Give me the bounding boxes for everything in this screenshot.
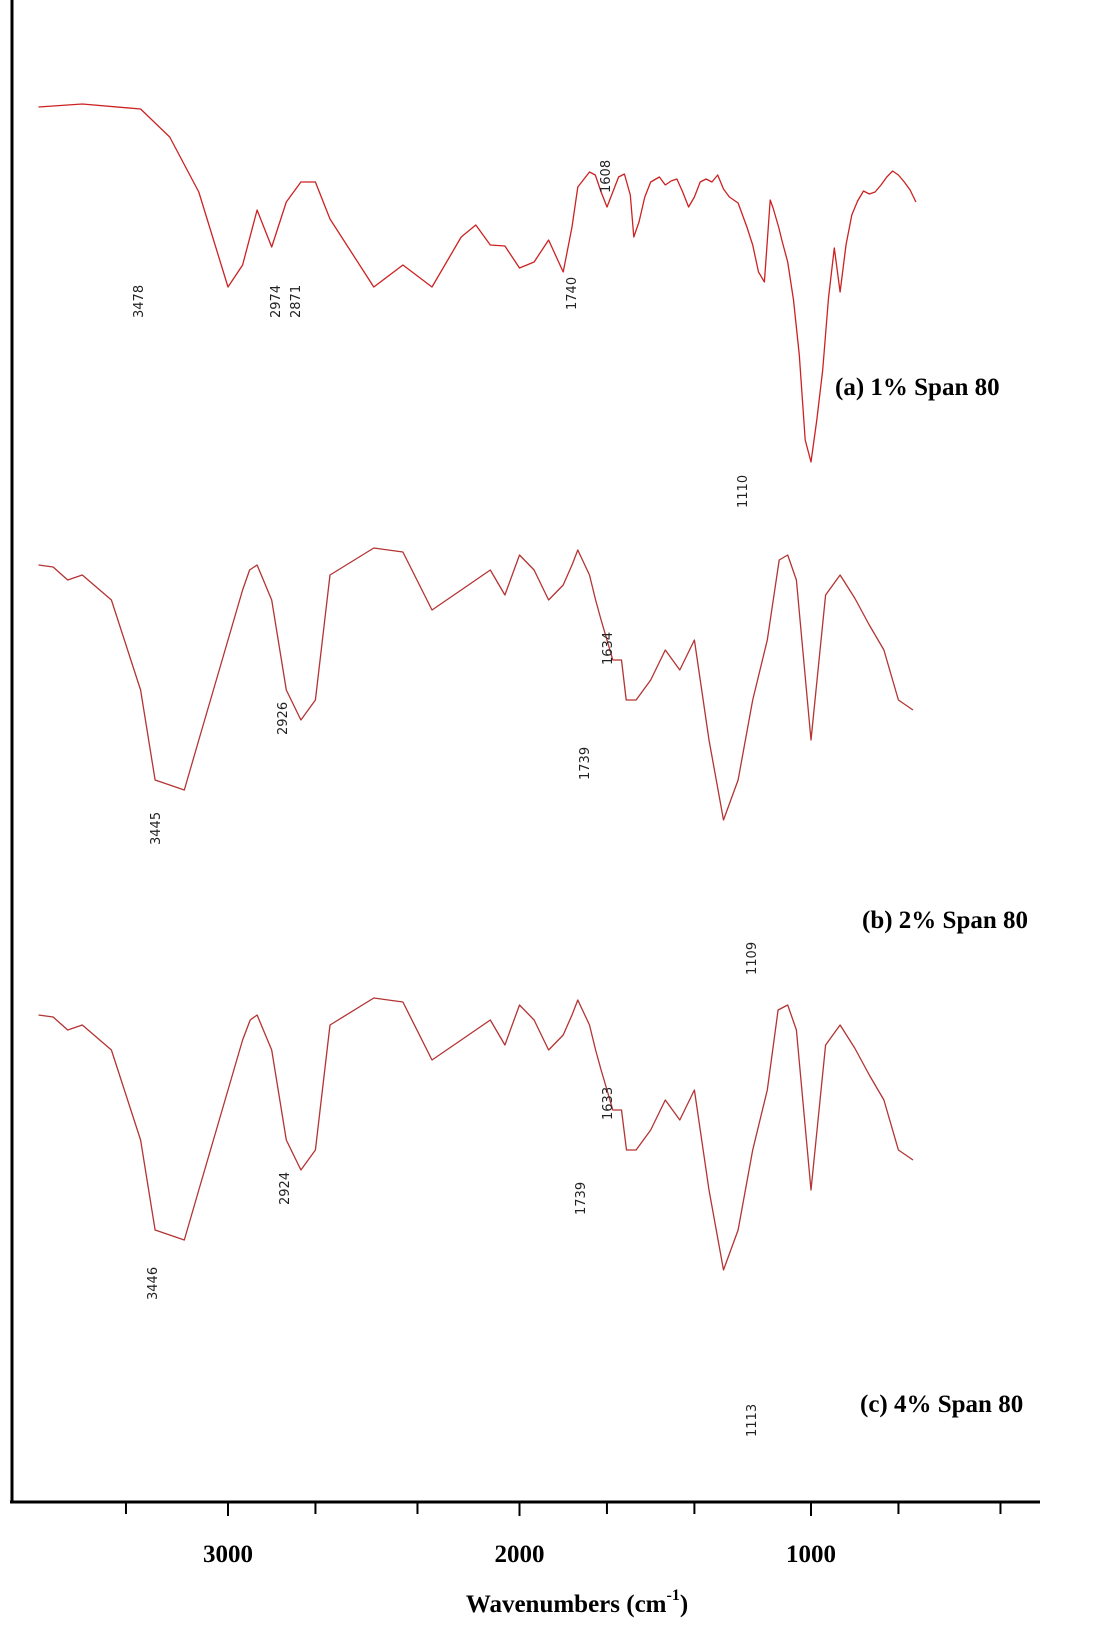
spectrum-title-a: (a) 1% Span 80: [835, 374, 1000, 401]
peak-label-a-1740: 1740: [565, 277, 580, 310]
x-axis-unit-exp: -1: [667, 1587, 680, 1604]
peak-label-b-2926: 2926: [276, 702, 291, 735]
peak-label-b-1109: 1109: [745, 942, 760, 975]
spectrum-title-c: (c) 4% Span 80: [860, 1391, 1023, 1418]
peak-label-a-2974: 2974: [269, 285, 284, 318]
x-axis-unit-close: ): [680, 1591, 688, 1618]
peak-label-a-1110: 1110: [736, 475, 751, 508]
peak-label-a-2871: 2871: [289, 285, 304, 318]
tick-label-2000: 2000: [495, 1541, 545, 1568]
peak-label-b-1634: 1634: [601, 632, 616, 665]
peak-labels-group: 3478 2974 2871 1740 1608 1110 3445 2926 1739 1634…: [132, 160, 760, 1437]
peak-label-c-1113: 1113: [745, 1404, 760, 1437]
peak-label-c-2924: 2924: [278, 1172, 293, 1205]
spectrum-titles-group: (a) 1% Span 80 (b) 2% Span 80 (c) 4% Span …: [835, 374, 1028, 1418]
spectrum-line-a: [38, 103, 917, 463]
x-axis-label: Wavenumbers (cm-1): [466, 1587, 688, 1618]
peak-label-c-1633: 1633: [601, 1087, 616, 1120]
spectrum-line-b: [38, 547, 914, 821]
peak-label-c-1739: 1739: [574, 1182, 589, 1215]
tick-label-3000: 3000: [203, 1541, 253, 1568]
peak-label-a-3478: 3478: [132, 285, 147, 318]
x-axis-label-text: Wavenumbers: [466, 1591, 620, 1618]
peak-label-a-1608: 1608: [599, 160, 614, 193]
peak-label-b-3445: 3445: [149, 812, 164, 845]
x-ticks-group: 3000 2000 1000: [124, 1502, 1002, 1568]
spectrum-line-c: [38, 997, 914, 1271]
spectrum-title-b: (b) 2% Span 80: [862, 907, 1028, 934]
x-axis-unit-base: (cm: [626, 1591, 666, 1618]
spectra-group: [38, 103, 917, 1271]
peak-label-b-1739: 1739: [578, 747, 593, 780]
tick-label-1000: 1000: [786, 1541, 836, 1568]
peak-label-c-3446: 3446: [146, 1267, 161, 1300]
